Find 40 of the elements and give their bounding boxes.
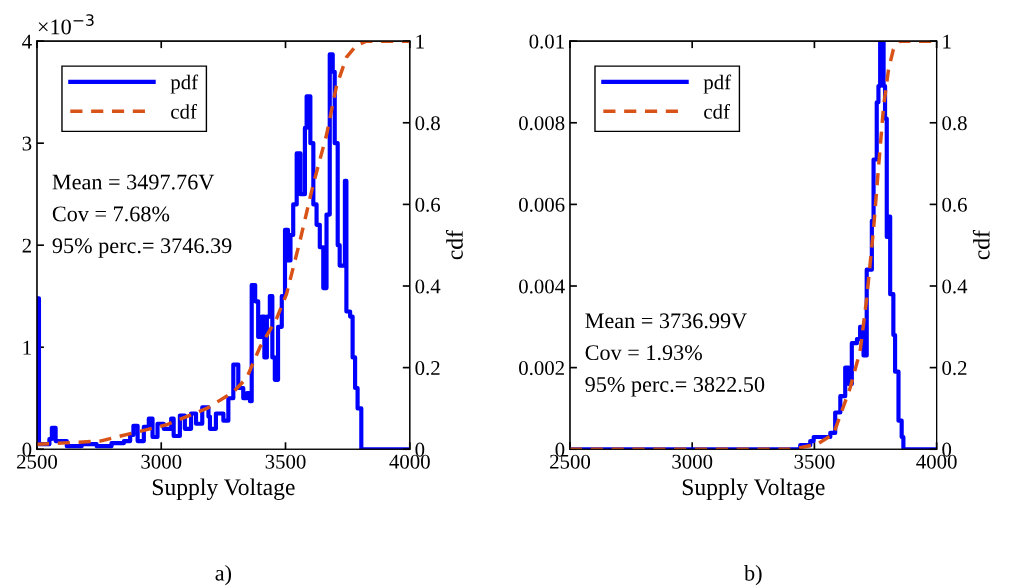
annotation: 95% perc.= 3822.50 <box>585 376 765 397</box>
y-tick-label: 2 <box>22 238 31 253</box>
y2-tick-label: 0.8 <box>415 116 440 131</box>
y-tick-label: 0.004 <box>519 279 565 294</box>
x-tick-label: 3000 <box>672 454 713 469</box>
y2-tick-label: 0.8 <box>942 116 967 131</box>
legend-label: cdf <box>704 103 730 119</box>
annotation: Mean = 3497.76V <box>52 174 215 190</box>
x-tick-label: 3500 <box>794 454 835 469</box>
annotation: Cov = 7.68% <box>52 206 170 222</box>
x-tick-label: 3000 <box>141 454 182 469</box>
y-tick-label: 4 <box>22 34 32 49</box>
y2-axis-title: cdf <box>972 230 990 260</box>
x-axis-title: Supply Voltage <box>682 478 825 501</box>
legend-label: pdf <box>170 74 199 94</box>
y2-tick-label: 1 <box>943 34 951 49</box>
text: ×10$^{−3}$ <box>38 14 94 35</box>
y2-tick-label: 0.2 <box>415 360 440 376</box>
y2-tick-label: 0.4 <box>942 279 968 294</box>
x-axis-title: Supply Voltage <box>152 478 295 501</box>
y2-tick-label: 1 <box>416 34 424 49</box>
y2-tick-label: 0.6 <box>415 197 441 212</box>
legend-label: cdf <box>171 103 197 119</box>
text: b) <box>744 564 762 586</box>
text: a) <box>215 564 232 586</box>
y2-tick-label: 0.2 <box>942 360 967 376</box>
y-tick-label: 1 <box>23 340 31 355</box>
annotation: Mean = 3736.99V <box>585 313 747 329</box>
y-tick-label: 0.008 <box>519 116 565 131</box>
annotation: Cov = 1.93% <box>585 345 702 361</box>
y2-tick-label: 0.6 <box>942 197 967 212</box>
annotation: 95% perc.= 3746.39 <box>52 238 232 258</box>
legend-label: pdf <box>703 74 732 94</box>
y-tick-label: 0.006 <box>519 197 565 212</box>
x-tick-label: 3500 <box>265 454 306 469</box>
y-tick-label: 0.01 <box>529 34 564 49</box>
y2-tick-label: 0.4 <box>415 279 441 294</box>
y-tick-label: 0.002 <box>519 360 564 376</box>
y-tick-label: 3 <box>22 136 32 151</box>
y2-axis-title: cdf <box>445 230 463 260</box>
